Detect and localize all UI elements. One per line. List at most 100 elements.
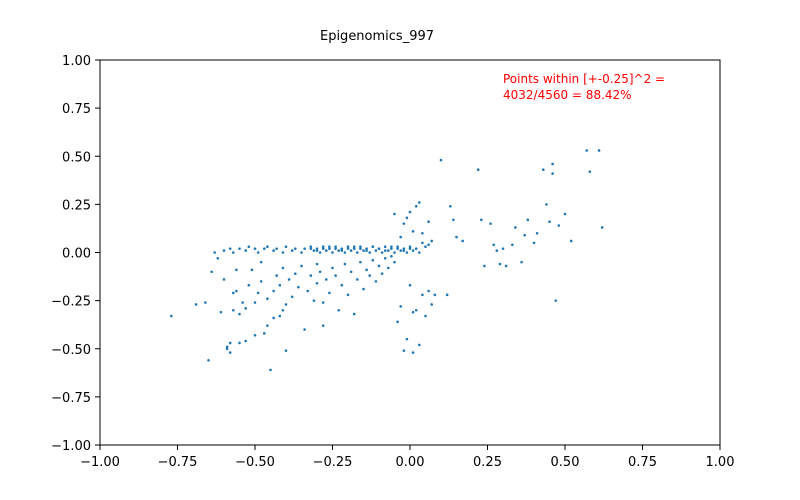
data-point: [266, 245, 269, 249]
data-point: [297, 285, 300, 289]
data-point: [476, 168, 480, 172]
data-point: [232, 291, 235, 295]
annotation-line: 4032/4560 = 88.42%: [503, 88, 632, 102]
data-point: [383, 256, 387, 260]
y-tick-label: 0.00: [62, 247, 91, 262]
data-point: [418, 201, 421, 204]
data-point: [377, 247, 381, 250]
data-point: [514, 226, 517, 229]
x-tick-label: 1.00: [706, 455, 735, 470]
data-point: [551, 162, 554, 166]
data-point: [253, 247, 257, 250]
data-point: [418, 251, 421, 254]
data-point: [284, 303, 288, 306]
data-point: [371, 258, 375, 262]
data-point: [526, 218, 530, 222]
data-point: [483, 264, 486, 268]
data-point: [228, 351, 232, 354]
data-point: [421, 241, 424, 245]
data-point: [213, 251, 216, 254]
data-point: [263, 332, 266, 335]
data-point: [228, 341, 232, 345]
data-point: [362, 287, 365, 291]
data-point: [253, 301, 257, 304]
data-point: [300, 251, 303, 254]
data-point: [359, 260, 362, 264]
data-point: [362, 249, 365, 252]
x-tick-label: 0.50: [551, 455, 580, 470]
data-point: [222, 278, 226, 281]
data-point: [408, 283, 412, 287]
data-point: [334, 247, 337, 250]
data-point: [331, 251, 334, 254]
y-tick-label: −1.00: [51, 439, 91, 454]
data-point: [352, 312, 356, 316]
data-point: [352, 247, 356, 250]
y-tick-label: −0.50: [51, 343, 91, 358]
data-point: [402, 247, 406, 250]
data-point: [321, 247, 325, 250]
data-point: [414, 247, 418, 250]
data-point: [374, 249, 378, 252]
data-point: [318, 251, 322, 254]
data-point: [284, 349, 288, 352]
y-tick-label: 0.25: [62, 198, 91, 213]
data-point: [542, 168, 545, 172]
chart-title: Epigenomics_997: [320, 29, 434, 44]
data-point: [303, 247, 306, 250]
y-tick-label: −0.25: [51, 295, 91, 310]
data-point: [414, 308, 418, 312]
data-point: [235, 289, 238, 293]
data-point: [368, 274, 372, 277]
data-point: [312, 249, 316, 252]
data-point: [259, 260, 263, 264]
data-point: [219, 310, 223, 314]
data-point: [321, 324, 325, 327]
data-point: [359, 247, 362, 250]
y-tick-label: 0.50: [62, 150, 91, 165]
data-point: [272, 249, 275, 252]
data-point: [430, 239, 434, 243]
data-point: [402, 349, 406, 352]
data-point: [387, 266, 390, 270]
data-point: [597, 149, 601, 152]
data-point: [259, 280, 263, 283]
data-point: [427, 289, 430, 293]
data-point: [232, 251, 235, 254]
data-point: [498, 262, 502, 266]
y-axis-ticks: 1.00 0.75 0.50 0.25 0.00 −0.25 −0.50 −0.75 −1.00: [51, 54, 100, 454]
data-point: [337, 308, 341, 312]
data-point: [337, 249, 341, 252]
data-point: [207, 359, 210, 362]
data-point: [495, 249, 499, 252]
data-point: [504, 264, 508, 268]
data-point: [309, 247, 313, 250]
data-point: [334, 274, 337, 277]
data-point: [402, 222, 406, 225]
data-point: [489, 222, 492, 225]
y-tick-label: 0.75: [62, 102, 91, 117]
data-point: [328, 291, 331, 295]
data-point: [238, 247, 241, 250]
data-point: [449, 205, 452, 208]
data-point: [418, 343, 421, 347]
data-point: [421, 231, 424, 235]
data-point: [309, 245, 313, 249]
data-point: [263, 247, 266, 250]
data-point: [411, 230, 415, 233]
data-point: [272, 316, 275, 320]
data-point: [250, 268, 254, 272]
data-point: [368, 251, 372, 254]
data-point: [424, 245, 427, 249]
data-point: [399, 235, 403, 239]
data-point: [300, 264, 303, 268]
data-point: [588, 170, 592, 173]
data-point: [396, 247, 399, 250]
data-point: [266, 297, 269, 301]
data-point: [455, 235, 458, 239]
x-tick-label: 0.75: [628, 455, 657, 470]
data-point: [343, 251, 347, 254]
data-point: [346, 245, 350, 249]
data-point: [228, 247, 232, 250]
